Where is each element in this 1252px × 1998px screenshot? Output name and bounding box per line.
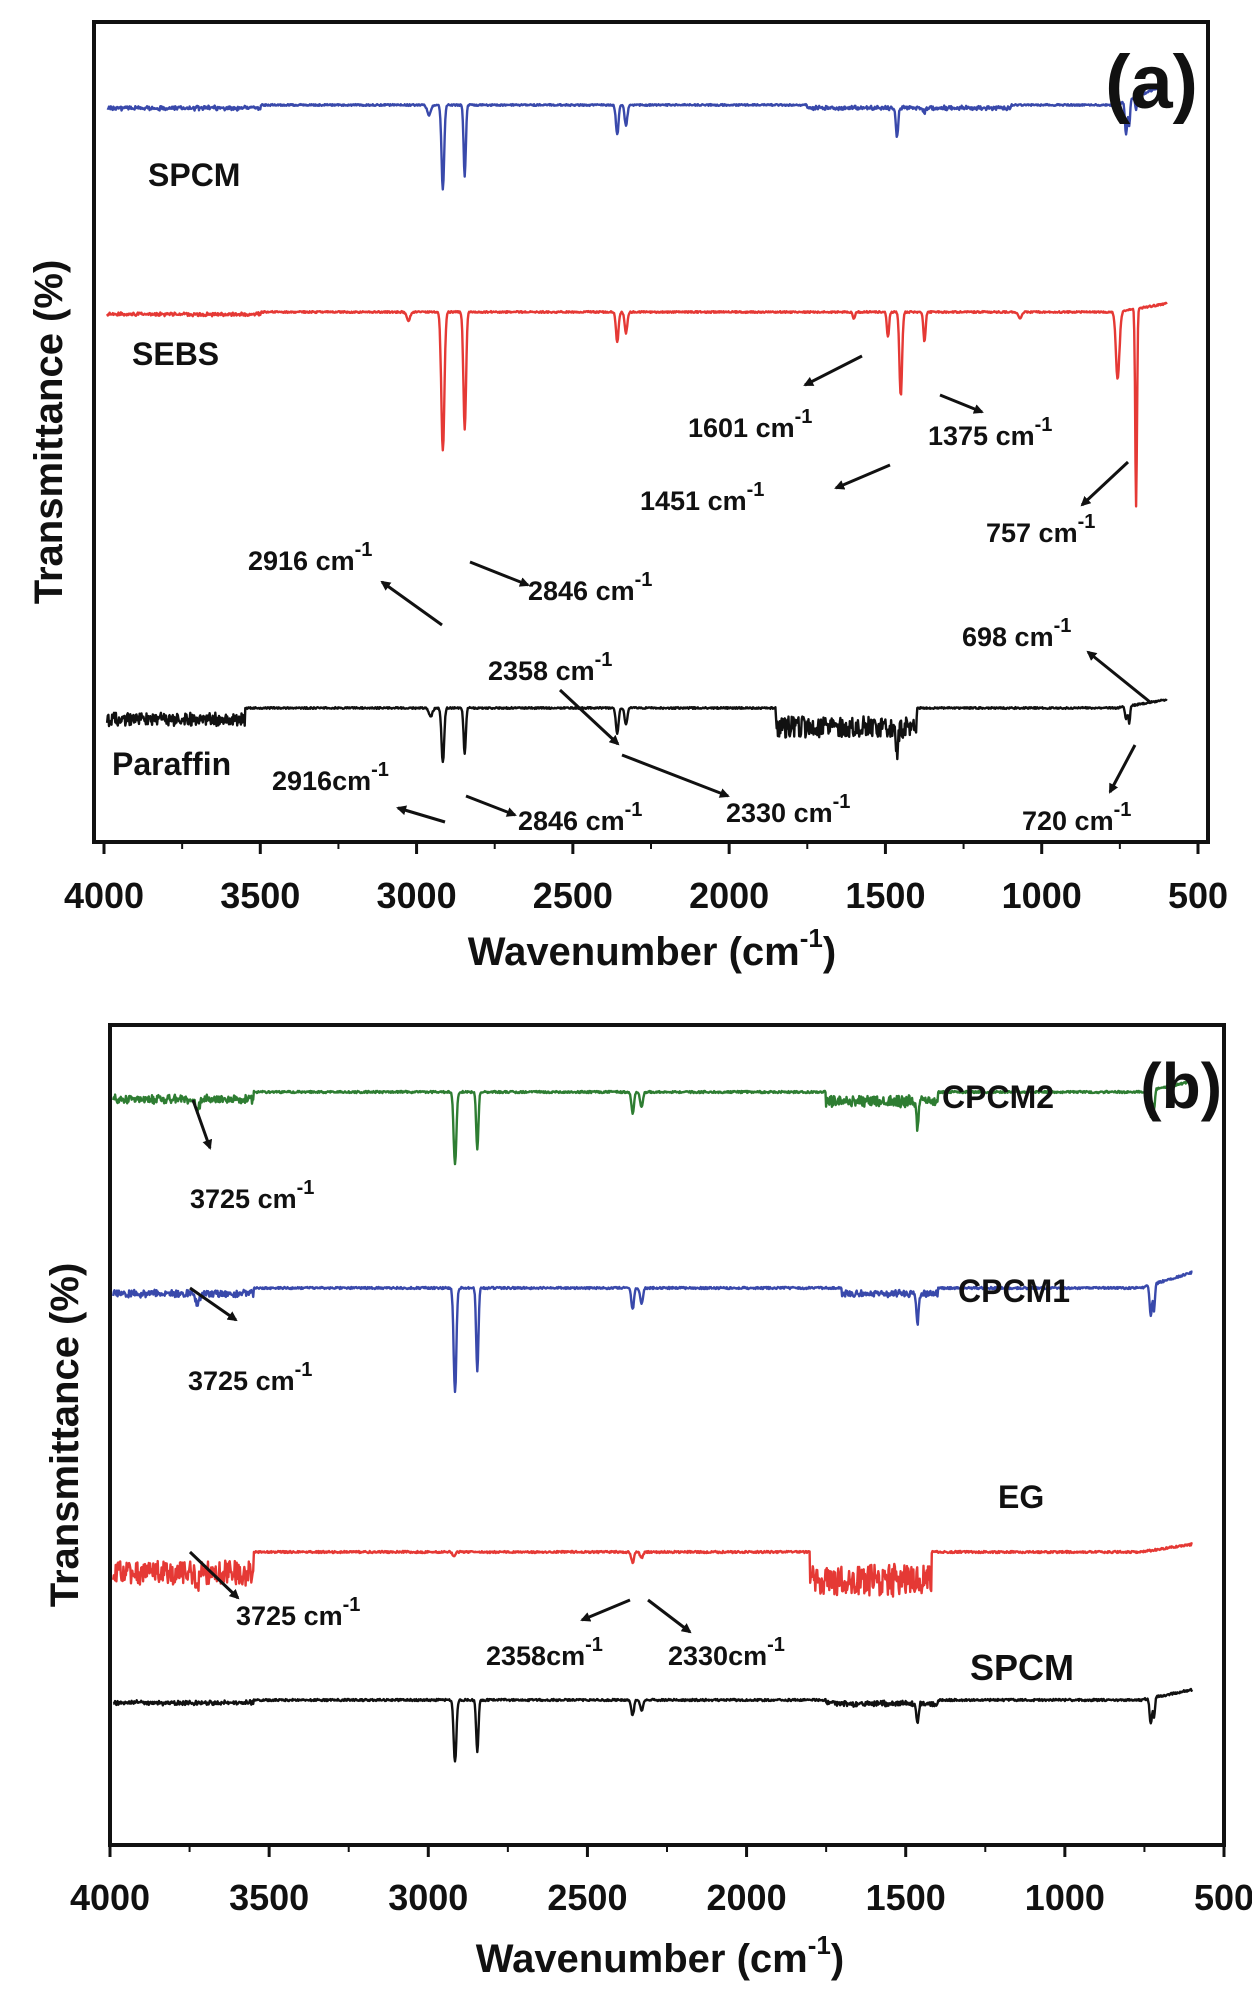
x-tick-label: 2000 bbox=[707, 1877, 787, 1918]
panel-label-b: (b) bbox=[1140, 1050, 1222, 1122]
annotation-a-2846-paraffin: 2846 cm-1 bbox=[518, 799, 642, 836]
annotation-a-1451: 1451 cm-1 bbox=[640, 479, 764, 516]
annotation-arrow bbox=[834, 463, 891, 490]
annotation-a-1375: 1375 cm-1 bbox=[928, 414, 1052, 451]
x-tick-label: 1500 bbox=[866, 1877, 946, 1918]
x-axis-label-a: Wavenumber (cm-1) bbox=[468, 923, 836, 974]
series-line-paraffin bbox=[105, 698, 1168, 764]
annotation-a-2358: 2358 cm-1 bbox=[488, 649, 612, 686]
x-tick-label: 3000 bbox=[377, 875, 457, 916]
annotation-b-3725-cpcm2: 3725 cm-1 bbox=[190, 1177, 314, 1214]
plot-frame-b bbox=[108, 1023, 1226, 1847]
annotation-arrow bbox=[647, 1598, 692, 1634]
y-axis-label-a: Transmittance (%) bbox=[27, 260, 71, 605]
series-label-spcm-b: SPCM bbox=[970, 1647, 1074, 1688]
x-tick-label: 2000 bbox=[689, 875, 769, 916]
series-a bbox=[105, 83, 1168, 764]
annotation-arrow bbox=[939, 393, 984, 414]
series-label-cpcm1-b: CPCM1 bbox=[958, 1273, 1070, 1309]
series-b bbox=[112, 1080, 1194, 1763]
series-line-sebs bbox=[106, 301, 1168, 508]
series-line-cpcm1 bbox=[112, 1270, 1193, 1394]
annotation-a-720: 720 cm-1 bbox=[1022, 799, 1131, 836]
x-tick-label: 3500 bbox=[229, 1877, 309, 1918]
x-tick-label: 1000 bbox=[1002, 875, 1082, 916]
series-line-eg bbox=[112, 1542, 1193, 1598]
annotation-arrow bbox=[803, 354, 863, 387]
annotation-a-757: 757 cm-1 bbox=[986, 511, 1095, 548]
x-tick-label: 1500 bbox=[845, 875, 925, 916]
annotation-a-2916-paraffin: 2916cm-1 bbox=[272, 759, 389, 796]
annotation-arrow bbox=[558, 688, 620, 746]
annotation-arrow bbox=[191, 1099, 213, 1150]
panel-a: 4000 3500 3000 2500 2000 1500 1000 500 (a) Tran… bbox=[27, 20, 1228, 974]
annotation-a-2846-sebs: 2846 cm-1 bbox=[528, 569, 652, 606]
annotation-a-698: 698 cm-1 bbox=[962, 615, 1071, 652]
annotation-arrow bbox=[1086, 650, 1151, 704]
annotation-b-2330: 2330cm-1 bbox=[668, 1634, 785, 1671]
x-ticks-b: 4000 3500 3000 2500 2000 1500 1000 500 bbox=[70, 1845, 1252, 1918]
panel-label-a: (a) bbox=[1105, 40, 1198, 125]
x-ticks-a: 4000 3500 3000 2500 2000 1500 1000 500 bbox=[64, 842, 1228, 916]
annotation-arrow bbox=[580, 1598, 631, 1622]
panel-b: 4000 3500 3000 2500 2000 1500 1000 500 (b) Tran… bbox=[43, 1023, 1252, 1981]
series-label-spcm-a: SPCM bbox=[148, 157, 240, 193]
series-label-paraffin-a: Paraffin bbox=[112, 746, 231, 782]
annotation-arrow bbox=[469, 560, 530, 587]
annotation-arrow bbox=[1080, 460, 1130, 507]
x-tick-label: 3000 bbox=[388, 1877, 468, 1918]
y-axis-label-b: Transmittance (%) bbox=[43, 1263, 87, 1608]
x-tick-label: 4000 bbox=[64, 875, 144, 916]
annotation-arrow bbox=[380, 580, 443, 627]
series-label-sebs-a: SEBS bbox=[132, 336, 219, 372]
x-tick-label: 500 bbox=[1194, 1877, 1252, 1918]
series-line-cpcm2 bbox=[112, 1080, 1193, 1166]
x-tick-label: 2500 bbox=[533, 875, 613, 916]
annotation-a-2916-sebs: 2916 cm-1 bbox=[248, 539, 372, 576]
annotation-b-3725-cpcm1: 3725 cm-1 bbox=[188, 1359, 312, 1396]
series-label-eg-b: EG bbox=[998, 1479, 1044, 1515]
series-line-spcm bbox=[112, 1687, 1194, 1763]
annotation-arrow bbox=[189, 1286, 238, 1322]
x-tick-label: 500 bbox=[1168, 875, 1228, 916]
x-tick-label: 2500 bbox=[547, 1877, 627, 1918]
annotation-arrow bbox=[465, 794, 517, 817]
annotation-arrow bbox=[188, 1550, 240, 1600]
annotation-b-2358: 2358cm-1 bbox=[486, 1634, 603, 1671]
annotation-b-3725-eg: 3725 cm-1 bbox=[236, 1594, 360, 1631]
annotation-a-2330: 2330 cm-1 bbox=[726, 791, 850, 828]
x-axis-label-b: Wavenumber (cm-1) bbox=[476, 1930, 844, 1981]
annotation-arrow bbox=[396, 805, 446, 824]
x-tick-label: 3500 bbox=[220, 875, 300, 916]
x-tick-label: 1000 bbox=[1025, 1877, 1105, 1918]
annotation-arrow bbox=[1108, 744, 1137, 794]
annotation-a-1601: 1601 cm-1 bbox=[688, 406, 812, 443]
x-tick-label: 4000 bbox=[70, 1877, 150, 1918]
annotation-arrow bbox=[621, 753, 730, 798]
series-label-cpcm2-b: CPCM2 bbox=[942, 1079, 1054, 1115]
series-line-spcm bbox=[106, 83, 1168, 191]
